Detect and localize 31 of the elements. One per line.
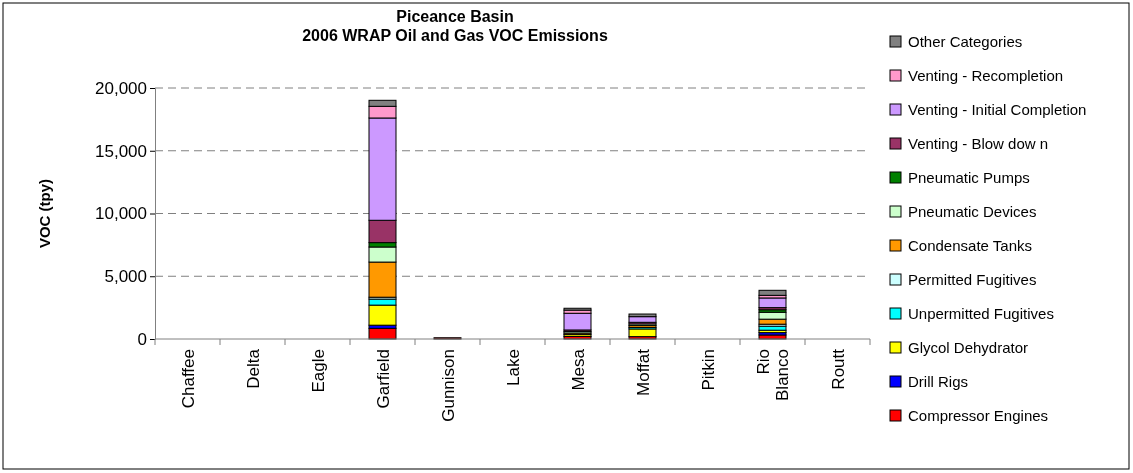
legend-label: Glycol Dehydrator	[908, 339, 1029, 356]
legend-label: Compressor Engines	[908, 407, 1049, 424]
legend-label: Unpermitted Fugitives	[908, 305, 1054, 322]
legend-label: Venting - Recompletion	[908, 67, 1064, 84]
legend-label: Venting - Blow dow n	[908, 135, 1049, 152]
x-tick-label: Eagle	[308, 349, 328, 393]
x-tick-label: Gunnison	[438, 349, 458, 422]
x-tick-label: Pitkin	[698, 349, 718, 391]
y-axis-title: VOC (tpy)	[36, 178, 53, 249]
chart-subtitle: 2006 WRAP Oil and Gas VOC Emissions	[302, 27, 608, 44]
x-tick-label: Rio Blanco	[754, 349, 792, 401]
y-tick-label: 0	[137, 329, 147, 349]
legend-label: Venting - Initial Completion	[908, 101, 1087, 118]
x-tick-label: Routt	[828, 348, 848, 390]
x-tick-label: Moffat	[633, 348, 653, 396]
legend-label: Other Categories	[908, 33, 1023, 50]
x-tick-label: Lake	[503, 349, 523, 386]
legend-label: Condensate Tanks	[908, 237, 1032, 254]
x-tick-label: Garfield	[373, 349, 393, 409]
x-tick-label: Mesa	[568, 348, 588, 391]
legend-label: Drill Rigs	[908, 373, 968, 390]
y-tick-label: 10,000	[95, 204, 147, 224]
legend-label: Pneumatic Devices	[908, 203, 1037, 220]
chart-title: Piceance Basin	[396, 8, 514, 25]
x-tick-label: Delta	[243, 348, 263, 389]
y-tick-label: 15,000	[95, 141, 147, 161]
y-tick-label: 5,000	[104, 267, 147, 287]
legend-label: Permitted Fugitives	[908, 271, 1037, 288]
y-tick-label: 20,000	[95, 78, 147, 98]
x-tick-label: Chaffee	[178, 349, 198, 409]
legend-label: Pneumatic Pumps	[908, 169, 1030, 186]
